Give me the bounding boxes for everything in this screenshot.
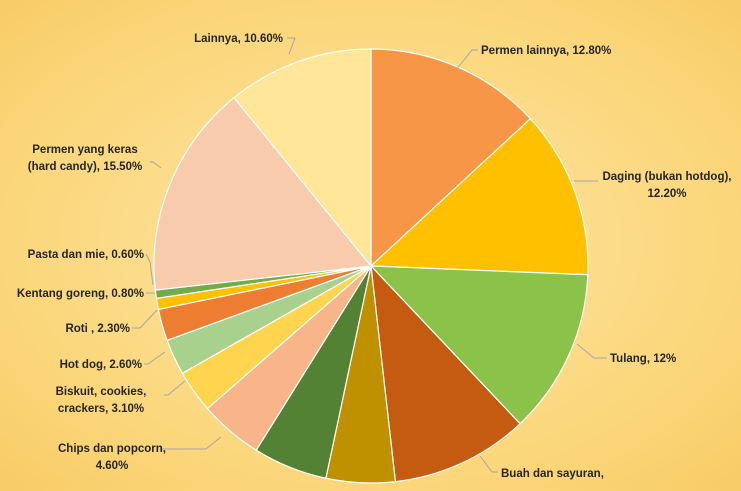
label-hotdog: Hot dog, 2.60% [60,359,142,371]
leader-line-pasta [145,253,154,286]
label-daging-line1: Daging (bukan hotdog), [602,171,731,183]
label-permen-lainnya: Permen lainnya, 12.80% [481,45,611,57]
leader-line-buah [479,455,498,473]
leader-line-hard-candy [150,161,162,169]
label-daging-line2: 12.20% [647,188,686,200]
pie-slice-tulang [369,265,589,425]
leader-line-biskuit [164,380,186,396]
leader-line-permen-lainnya [455,49,478,71]
leader-line-lainnya [287,37,296,55]
label-biskuit-line1: Biskuit, cookies, [56,386,147,398]
label-tulang: Tulang, 12% [610,353,676,365]
label-chips-line2: 4.60% [96,460,129,472]
leader-line-chips [160,436,222,450]
pie-slice-lainnya [233,48,372,268]
label-hard-candy-line1: Permen yang keras [32,144,137,156]
label-hard-candy-line2: (hard candy), 15.50% [28,161,142,173]
leader-lines [132,37,607,473]
label-roti: Roti , 2.30% [65,323,130,335]
label-kentang: Kentang goreng, 0.80% [17,288,144,300]
label-biskuit-line2: crackers, 3.10% [58,403,144,415]
leader-line-hotdog [144,351,166,365]
pie-slice-buah-dan-sayuran [370,264,521,483]
leader-line-tulang [576,343,607,359]
label-pasta: Pasta dan mie, 0.60% [28,249,144,261]
pie-slice-daging-bukan-hotdog [369,117,589,276]
label-lainnya: Lainnya, 10.60% [194,33,283,45]
data-labels: Permen lainnya, 12.80% Daging (bukan hot… [17,33,732,480]
label-chips-line1: Chips dan popcorn, [58,443,166,455]
pie-slices [153,48,589,484]
label-buah-line1: Buah dan sayuran, [501,468,604,480]
leader-line-roti [132,309,158,329]
pie-slice-permen-yang-keras-hard-candy [153,96,373,291]
